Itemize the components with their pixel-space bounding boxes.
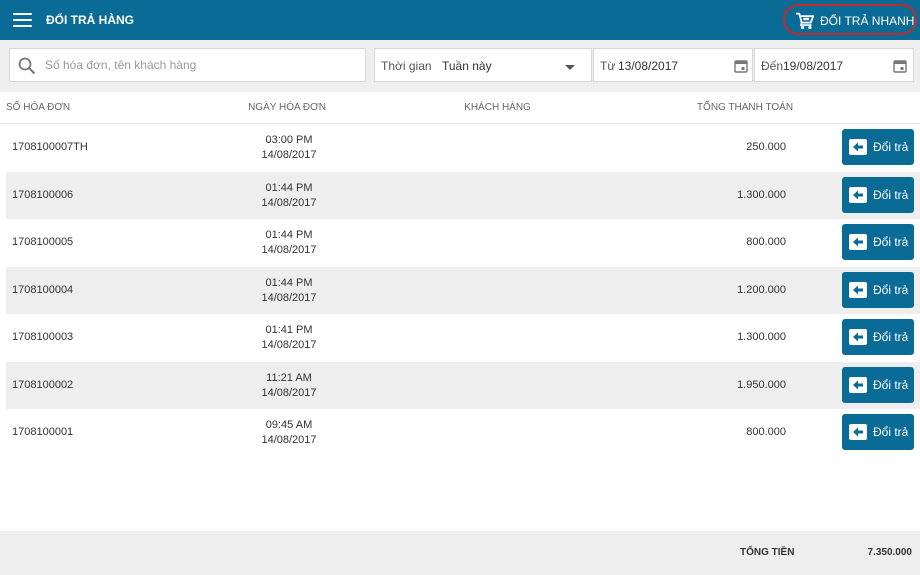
table-row: 1708100003 01:41 PM 14/08/2017 1.300.000 … bbox=[6, 314, 920, 362]
search-icon bbox=[18, 57, 36, 75]
invoice-time: 11:21 AM bbox=[266, 371, 312, 384]
date-from-value: 13/08/2017 bbox=[618, 59, 679, 73]
invoice-datetime: 03:00 PM 14/08/2017 bbox=[232, 133, 346, 163]
invoice-date: 14/08/2017 bbox=[261, 434, 317, 446]
search-input[interactable] bbox=[45, 49, 360, 81]
invoice-total: 1.300.000 bbox=[737, 188, 786, 201]
invoice-number: 1708100007TH bbox=[12, 141, 88, 153]
page-title: ĐỔI TRẢ HÀNG bbox=[46, 13, 134, 27]
date-from-field[interactable]: Từ 13/08/2017 bbox=[593, 48, 753, 82]
return-button-label: Đổi trả bbox=[873, 187, 909, 202]
invoice-number: 1708100006 bbox=[12, 188, 74, 201]
calendar-icon bbox=[893, 60, 907, 73]
invoice-number: 1708100005 bbox=[12, 236, 74, 248]
invoice-total: 800.000 bbox=[746, 426, 786, 438]
return-arrow-icon bbox=[849, 186, 867, 203]
table-row: 1708100005 01:44 PM 14/08/2017 800.000 Đổ… bbox=[6, 219, 920, 267]
return-arrow-icon bbox=[849, 234, 867, 250]
invoice-date: 14/08/2017 bbox=[261, 196, 317, 209]
invoice-date: 14/08/2017 bbox=[261, 386, 317, 399]
invoice-total: 250.000 bbox=[746, 141, 786, 153]
invoice-datetime: 01:41 PM 14/08/2017 bbox=[232, 323, 346, 353]
invoice-total: 1.950.000 bbox=[737, 378, 786, 391]
calendar-icon bbox=[734, 60, 748, 73]
invoice-date: 14/08/2017 bbox=[261, 149, 317, 161]
return-button-label: Đổi trả bbox=[873, 140, 909, 154]
invoice-time: 03:00 PM bbox=[265, 134, 313, 146]
invoice-time: 01:44 PM bbox=[265, 229, 313, 241]
search-box bbox=[9, 48, 366, 82]
total-value: 7.350.000 bbox=[867, 547, 913, 558]
return-arrow-icon bbox=[849, 281, 867, 298]
dropdown-caret-icon bbox=[565, 65, 575, 70]
return-button[interactable]: Đổi trả bbox=[842, 224, 914, 260]
column-header-customer: KHÁCH HÀNG bbox=[464, 102, 531, 113]
return-button[interactable]: Đổi trả bbox=[842, 366, 914, 403]
invoice-datetime: 11:21 AM 14/08/2017 bbox=[232, 371, 346, 401]
table-row: 1708100002 11:21 AM 14/08/2017 1.950.000 … bbox=[6, 361, 920, 409]
date-to-value: 19/08/2017 bbox=[783, 59, 844, 73]
return-button-label: Đổi trả bbox=[873, 377, 909, 392]
quick-return-button[interactable]: ĐỔI TRẢ NHANH bbox=[783, 4, 917, 35]
invoice-datetime: 01:44 PM 14/08/2017 bbox=[232, 228, 346, 258]
invoice-number: 1708100004 bbox=[12, 283, 74, 296]
invoice-number: 1708100001 bbox=[12, 426, 74, 438]
column-header-invoice: SỐ HÓA ĐƠN bbox=[6, 102, 71, 113]
return-arrow-icon bbox=[849, 139, 867, 155]
invoice-datetime: 09:45 AM 14/08/2017 bbox=[232, 418, 346, 448]
return-button-label: Đổi trả bbox=[873, 282, 909, 297]
shopping-cart-icon bbox=[796, 12, 815, 30]
return-button-label: Đổi trả bbox=[873, 425, 909, 439]
time-period-select[interactable]: Thời gian Tuần này bbox=[374, 48, 592, 82]
filter-bar: Thời gian Tuần này Từ 13/08/2017 Đến 19/… bbox=[0, 40, 920, 92]
invoice-time: 01:44 PM bbox=[265, 276, 313, 289]
return-arrow-icon bbox=[849, 376, 867, 393]
return-button[interactable]: Đổi trả bbox=[842, 129, 914, 165]
return-button-label: Đổi trả bbox=[873, 235, 909, 249]
return-button[interactable]: Đổi trả bbox=[842, 319, 914, 355]
return-arrow-icon bbox=[849, 329, 867, 345]
date-from-label: Từ bbox=[600, 59, 616, 73]
invoice-total: 1.300.000 bbox=[737, 331, 786, 343]
return-button-label: Đổi trả bbox=[873, 330, 909, 344]
table-row: 1708100001 09:45 AM 14/08/2017 800.000 Đổ… bbox=[6, 409, 920, 457]
invoice-time: 01:41 PM bbox=[265, 324, 313, 336]
time-period-value: Tuần này bbox=[442, 59, 492, 73]
invoice-time: 09:45 AM bbox=[265, 419, 313, 431]
quick-return-label: ĐỔI TRẢ NHANH bbox=[820, 14, 915, 28]
return-arrow-icon bbox=[849, 424, 867, 440]
date-to-field[interactable]: Đến 19/08/2017 bbox=[754, 48, 914, 82]
invoice-datetime: 01:44 PM 14/08/2017 bbox=[232, 181, 346, 211]
invoice-date: 14/08/2017 bbox=[261, 291, 317, 304]
hamburger-menu-icon[interactable] bbox=[13, 13, 32, 27]
table-row: 1708100006 01:44 PM 14/08/2017 1.300.000 … bbox=[6, 171, 920, 219]
return-button[interactable]: Đổi trả bbox=[842, 271, 914, 308]
time-period-label: Thời gian bbox=[381, 59, 432, 73]
invoice-number: 1708100002 bbox=[12, 378, 74, 391]
date-to-label: Đến bbox=[761, 59, 784, 73]
table-row: 1708100004 01:44 PM 14/08/2017 1.200.000 … bbox=[6, 266, 920, 314]
invoice-time: 01:44 PM bbox=[265, 181, 313, 194]
invoice-date: 14/08/2017 bbox=[261, 339, 317, 351]
invoice-date: 14/08/2017 bbox=[261, 244, 317, 256]
invoice-list: 1708100007TH 03:00 PM 14/08/2017 250.000 … bbox=[6, 124, 920, 457]
table-row: 1708100007TH 03:00 PM 14/08/2017 250.000 … bbox=[6, 124, 920, 172]
table-header: SỐ HÓA ĐƠN NGÀY HÓA ĐƠN KHÁCH HÀNG TỔNG … bbox=[0, 92, 920, 124]
column-header-date: NGÀY HÓA ĐƠN bbox=[248, 102, 326, 113]
footer-total-bar: TỔNG TIỀN 7.350.000 bbox=[0, 531, 920, 575]
return-button[interactable]: Đổi trả bbox=[842, 176, 914, 213]
top-bar: ĐỔI TRẢ HÀNG ĐỔI TRẢ NHANH bbox=[0, 0, 920, 40]
total-label: TỔNG TIỀN bbox=[740, 547, 795, 558]
invoice-total: 800.000 bbox=[746, 236, 786, 248]
invoice-datetime: 01:44 PM 14/08/2017 bbox=[232, 276, 346, 306]
column-header-total: TỔNG THANH TOÁN bbox=[696, 102, 794, 113]
return-button[interactable]: Đổi trả bbox=[842, 414, 914, 450]
invoice-total: 1.200.000 bbox=[737, 283, 786, 296]
invoice-number: 1708100003 bbox=[12, 331, 74, 343]
